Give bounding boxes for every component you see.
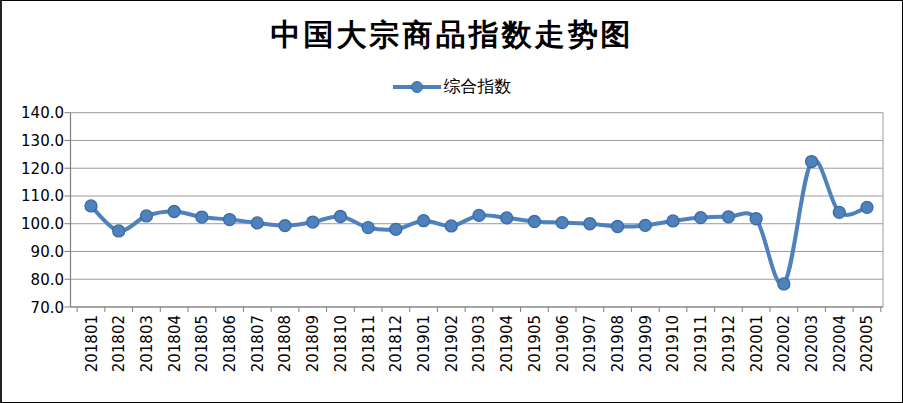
x-axis-label: 201910 bbox=[664, 315, 682, 372]
x-axis-label: 201907 bbox=[581, 315, 599, 372]
data-point-201902 bbox=[445, 220, 457, 232]
x-axis-label: 201901 bbox=[415, 315, 433, 372]
data-point-202001 bbox=[750, 213, 762, 225]
x-axis-label: 201808 bbox=[276, 315, 294, 372]
x-axis-label: 202005 bbox=[858, 315, 876, 372]
y-axis-label: 130.0 bbox=[21, 132, 64, 150]
x-axis-label: 201801 bbox=[83, 315, 101, 372]
x-axis-label: 201802 bbox=[110, 315, 128, 372]
data-point-201903 bbox=[473, 209, 485, 221]
data-point-201803 bbox=[140, 210, 152, 222]
data-point-201811 bbox=[362, 222, 374, 234]
x-axis-label: 201911 bbox=[692, 315, 710, 372]
data-point-201805 bbox=[196, 211, 208, 223]
x-axis-label: 201906 bbox=[554, 315, 572, 372]
data-point-201802 bbox=[113, 225, 125, 237]
data-point-201812 bbox=[390, 223, 402, 235]
y-axis-label: 100.0 bbox=[21, 215, 64, 233]
x-axis-label: 201908 bbox=[609, 315, 627, 372]
x-axis-label: 201902 bbox=[443, 315, 461, 372]
data-point-201806 bbox=[224, 214, 236, 226]
data-point-201905 bbox=[528, 216, 540, 228]
x-axis-label: 201811 bbox=[360, 315, 378, 372]
y-axis-label: 70.0 bbox=[31, 299, 64, 317]
x-axis-label: 202004 bbox=[831, 315, 849, 372]
data-point-201909 bbox=[639, 219, 651, 231]
data-point-202003 bbox=[806, 156, 818, 168]
chart-canvas: 中国大宗商品指数走势图 综合指数 140.0130.0120.0110.0100… bbox=[0, 0, 903, 403]
series-line bbox=[91, 160, 867, 285]
x-axis-label: 201807 bbox=[249, 315, 267, 372]
x-axis-label: 201812 bbox=[387, 315, 405, 372]
x-axis-label: 201903 bbox=[470, 315, 488, 372]
data-point-201804 bbox=[168, 206, 180, 218]
x-axis-label: 201909 bbox=[637, 315, 655, 372]
data-point-201809 bbox=[307, 216, 319, 228]
y-axis-label: 90.0 bbox=[31, 243, 64, 261]
y-axis-label: 140.0 bbox=[21, 104, 64, 122]
x-axis-label: 202001 bbox=[748, 315, 766, 372]
data-point-202004 bbox=[833, 206, 845, 218]
y-axis-label: 80.0 bbox=[31, 271, 64, 289]
x-axis-label: 201904 bbox=[498, 315, 516, 372]
x-axis-label: 201809 bbox=[304, 315, 322, 372]
x-axis-label: 201805 bbox=[193, 315, 211, 372]
x-axis-label: 201806 bbox=[221, 315, 239, 372]
x-axis-label: 201912 bbox=[720, 315, 738, 372]
data-point-202002 bbox=[778, 278, 790, 290]
data-point-201808 bbox=[279, 220, 291, 232]
x-axis-label: 201803 bbox=[138, 315, 156, 372]
data-point-201801 bbox=[85, 200, 97, 212]
x-axis-label: 201905 bbox=[526, 315, 544, 372]
data-point-201912 bbox=[722, 211, 734, 223]
data-point-201810 bbox=[334, 211, 346, 223]
x-axis-label: 201804 bbox=[166, 315, 184, 372]
data-point-201907 bbox=[584, 218, 596, 230]
data-point-201901 bbox=[418, 215, 430, 227]
x-axis-label: 202003 bbox=[803, 315, 821, 372]
data-point-201904 bbox=[501, 212, 513, 224]
y-axis-label: 110.0 bbox=[21, 187, 64, 205]
data-point-201908 bbox=[612, 221, 624, 233]
x-axis-label: 202002 bbox=[775, 315, 793, 372]
y-axis-label: 120.0 bbox=[21, 160, 64, 178]
data-point-201911 bbox=[695, 212, 707, 224]
line-chart-svg: 140.0 130.0 120.0 110.0 100.0 90.0 80.0 70.0 201… bbox=[2, 1, 903, 403]
data-point-201807 bbox=[251, 217, 263, 229]
data-point-201910 bbox=[667, 215, 679, 227]
data-point-201906 bbox=[556, 217, 568, 229]
data-point-202005 bbox=[861, 201, 873, 213]
x-axis-label: 201810 bbox=[332, 315, 350, 372]
